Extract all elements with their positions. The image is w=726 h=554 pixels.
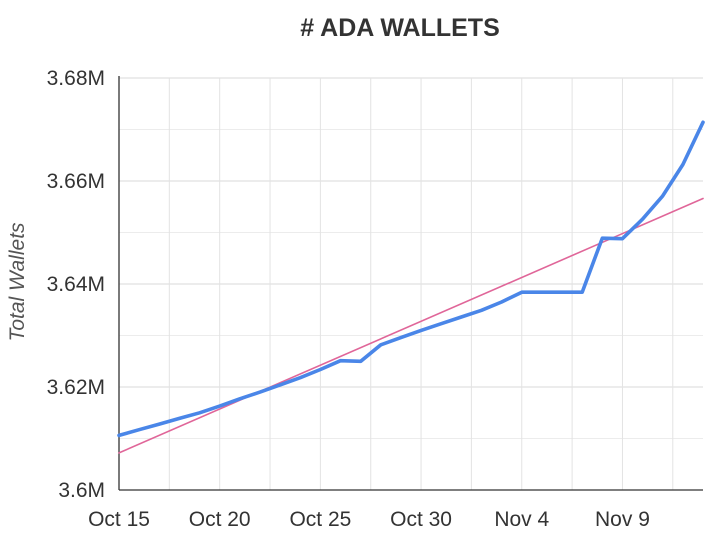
- x-tick-label: Oct 30: [390, 508, 452, 531]
- x-tick-label: Nov 4: [494, 508, 549, 531]
- chart-title: # ADA WALLETS: [300, 14, 500, 42]
- series-line-total-wallets: [117, 120, 705, 438]
- y-tick-label: 3.64M: [47, 273, 105, 296]
- y-axis-title: Total Wallets: [6, 222, 29, 342]
- x-tick-label: Oct 15: [88, 508, 150, 531]
- y-tick-label: 3.6M: [58, 479, 105, 502]
- x-tick-label: Oct 25: [289, 508, 351, 531]
- x-tick-label: Oct 20: [189, 508, 251, 531]
- y-tick-label: 3.68M: [47, 67, 105, 90]
- x-tick-label: Nov 9: [595, 508, 650, 531]
- trendline: [118, 197, 704, 454]
- y-tick-label: 3.62M: [47, 376, 105, 399]
- y-tick-label: 3.66M: [47, 170, 105, 193]
